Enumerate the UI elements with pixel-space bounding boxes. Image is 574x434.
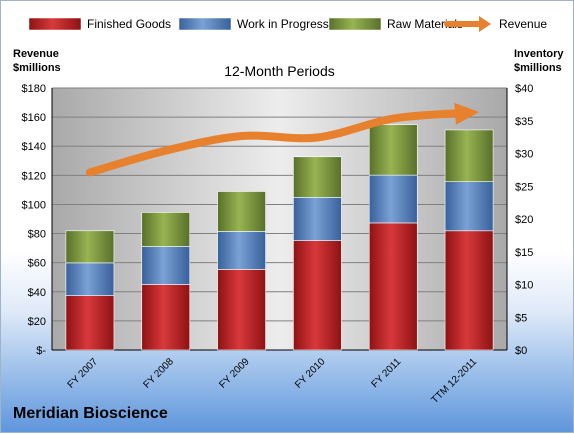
y-left-title: Revenue xyxy=(13,48,59,60)
bar-segment xyxy=(142,285,190,351)
bar-segment xyxy=(66,263,114,296)
y-left-tick-label: $20 xyxy=(28,316,46,328)
bar-segment xyxy=(218,191,266,231)
bar-segment xyxy=(445,130,493,182)
bar-segment xyxy=(369,175,417,223)
legend-swatch-arrow xyxy=(479,16,491,32)
y-left-tick-label: $120 xyxy=(22,170,46,182)
company-name: Meridian Bioscience xyxy=(13,405,168,423)
y-right-tick-label: $35 xyxy=(515,116,533,128)
y-right-title: Inventory xyxy=(514,48,564,60)
legend-swatch xyxy=(29,18,81,30)
y-left-tick-label: $140 xyxy=(22,141,46,153)
x-tick-label: FY 2007 xyxy=(66,356,101,391)
x-tick-label: FY 2010 xyxy=(293,356,328,391)
y-right-tick-label: $15 xyxy=(515,247,533,259)
y-right-tick-label: $20 xyxy=(515,214,533,226)
y-left-tick-label: $- xyxy=(36,345,46,357)
bar-segment xyxy=(293,157,341,198)
y-right-tick-label: $0 xyxy=(515,345,527,357)
x-tick-label: FY 2008 xyxy=(141,356,176,391)
y-left-tick-label: $160 xyxy=(22,112,46,124)
legend-swatch xyxy=(179,18,231,30)
bar-segment xyxy=(293,197,341,240)
y-right-tick-label: $10 xyxy=(515,280,533,292)
y-left-tick-label: $60 xyxy=(28,258,46,270)
y-left-tick-label: $100 xyxy=(22,199,46,211)
bar-segment xyxy=(369,125,417,175)
legend-label: Revenue xyxy=(499,17,547,31)
y-left-tick-label: $180 xyxy=(22,83,46,95)
legend-label: Finished Goods xyxy=(87,17,171,31)
y-left-title: $millions xyxy=(13,62,61,74)
y-right-tick-label: $5 xyxy=(515,312,527,324)
y-right-tick-label: $40 xyxy=(515,83,533,95)
y-right-tick-label: $25 xyxy=(515,181,533,193)
bar-segment xyxy=(445,231,493,350)
y-left-tick-label: $80 xyxy=(28,229,46,241)
bar-segment xyxy=(218,231,266,269)
x-tick-label: FY 2009 xyxy=(217,356,252,391)
y-left-tick-label: $40 xyxy=(28,287,46,299)
bar-segment xyxy=(142,247,190,285)
y-right-tick-label: $30 xyxy=(515,149,533,161)
y-right-title: $millions xyxy=(514,62,562,74)
bar-segment xyxy=(218,269,266,350)
x-tick-label: FY 2011 xyxy=(370,356,404,390)
bar-segment xyxy=(66,296,114,350)
bar-segment xyxy=(445,182,493,231)
bar-segment xyxy=(142,212,190,246)
plot-area xyxy=(52,88,507,350)
legend-label: Work in Progress xyxy=(237,17,329,31)
x-tick-label: TTM 12-2011 xyxy=(429,356,479,406)
legend-swatch xyxy=(329,18,381,30)
bar-segment xyxy=(66,231,114,263)
bar-segment xyxy=(369,223,417,350)
bar-segment xyxy=(293,241,341,350)
chart-subtitle: 12-Month Periods xyxy=(224,63,335,79)
